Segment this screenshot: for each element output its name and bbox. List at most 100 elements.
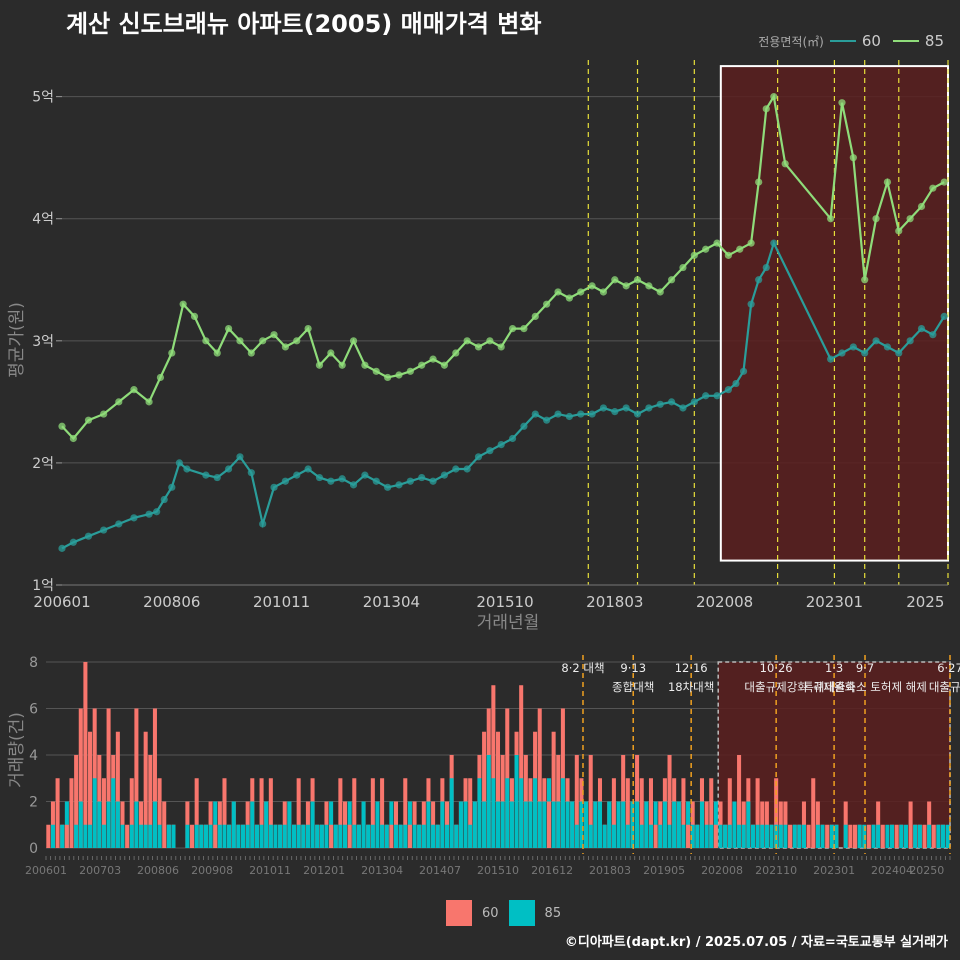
- x-tick-label: 200601: [33, 593, 90, 611]
- bar: [278, 824, 283, 848]
- bar: [370, 778, 375, 848]
- data-point-85: [755, 178, 763, 186]
- bar: [217, 824, 222, 848]
- bar: [885, 824, 890, 848]
- bar: [305, 824, 310, 848]
- data-point-60: [160, 495, 168, 504]
- data-point-85: [849, 154, 857, 162]
- data-point-85: [179, 300, 187, 308]
- x-tick-label: 202008: [696, 593, 753, 611]
- data-point-60: [486, 447, 494, 455]
- data-point-60: [69, 538, 77, 546]
- data-point-60: [315, 473, 324, 482]
- bar: [393, 801, 399, 848]
- bar: [899, 824, 904, 848]
- data-point-60: [667, 398, 676, 406]
- bar: [792, 824, 797, 848]
- data-point-60: [622, 404, 630, 412]
- data-point-85: [906, 215, 914, 223]
- price-y-axis-label: 평균가(원): [7, 302, 27, 378]
- bar: [556, 801, 561, 848]
- data-point-60: [883, 343, 892, 351]
- data-point-60: [270, 483, 278, 491]
- bar-x-tick-label: 200908: [191, 864, 233, 877]
- bar: [139, 824, 144, 848]
- bar: [760, 801, 765, 848]
- bar: [296, 824, 301, 848]
- bar: [890, 824, 895, 848]
- data-point-85: [554, 288, 562, 296]
- bar: [936, 824, 941, 848]
- bar: [913, 824, 918, 848]
- y-tick-label: 3억: [32, 334, 54, 350]
- data-point-85: [497, 343, 505, 351]
- bar: [384, 824, 389, 848]
- data-point-85: [917, 202, 926, 211]
- bar: [78, 708, 83, 848]
- y-tick-label: 4억: [32, 212, 54, 228]
- data-point-85: [259, 337, 267, 345]
- bar-x-tick-label: 202008: [701, 864, 743, 877]
- chart-title: 계산 신도브래뉴 아파트(2005) 매매가격 변화: [66, 10, 542, 38]
- data-point-60: [872, 337, 880, 345]
- bar: [537, 708, 542, 848]
- bar: [927, 824, 932, 848]
- bar: [185, 801, 190, 848]
- bar: [704, 801, 709, 848]
- bar: [718, 801, 723, 848]
- bar: [352, 778, 357, 848]
- bar: [88, 731, 93, 848]
- bar: [593, 801, 598, 848]
- bar: [662, 801, 667, 848]
- bar: [903, 824, 908, 848]
- bar: [653, 801, 658, 848]
- data-point-60: [418, 473, 426, 482]
- bar: [468, 778, 473, 848]
- y-tick-label: 5억: [32, 90, 54, 106]
- bar: [829, 824, 834, 848]
- data-point-85: [440, 361, 449, 369]
- bar: [616, 801, 621, 848]
- data-point-85: [327, 349, 335, 357]
- bar: [908, 801, 913, 848]
- legend-bar-label-85: 85: [544, 905, 562, 921]
- data-point-60: [224, 465, 233, 473]
- bar: [389, 824, 394, 848]
- bar: [472, 801, 477, 848]
- data-point-60: [531, 410, 539, 418]
- bar: [551, 731, 556, 848]
- bar: [407, 824, 412, 848]
- bar: [644, 801, 649, 848]
- price-x-axis-label: 거래년월: [477, 613, 540, 633]
- bar: [635, 801, 640, 848]
- bar: [704, 824, 709, 848]
- event-label: 9·13: [620, 661, 646, 675]
- data-point-60: [259, 520, 267, 528]
- data-point-60: [406, 477, 414, 485]
- data-point-85: [770, 93, 778, 101]
- data-point-85: [338, 361, 346, 369]
- bar: [852, 824, 857, 848]
- data-point-85: [702, 245, 710, 253]
- bar: [106, 708, 111, 848]
- bar: [115, 801, 120, 848]
- bar-x-tick-label: 201304: [361, 864, 403, 877]
- bar: [783, 801, 788, 848]
- data-point-85: [486, 337, 494, 345]
- bar: [64, 801, 69, 848]
- bar: [463, 801, 468, 848]
- data-point-60: [281, 477, 289, 485]
- bar: [412, 824, 417, 848]
- bar: [551, 801, 556, 848]
- bar: [46, 824, 51, 848]
- data-point-85: [270, 331, 278, 339]
- data-point-60: [702, 392, 710, 400]
- bar: [152, 708, 157, 848]
- bar-y-tick-label: 6: [29, 701, 38, 717]
- bar: [134, 801, 139, 848]
- bar: [876, 824, 881, 848]
- x-tick-label: 202301: [806, 593, 863, 611]
- bar: [236, 824, 241, 848]
- data-point-85: [293, 337, 301, 345]
- footer-credit: ©디아파트(dapt.kr) / 2025.07.05 / 자료=국토교통부 실…: [564, 935, 948, 950]
